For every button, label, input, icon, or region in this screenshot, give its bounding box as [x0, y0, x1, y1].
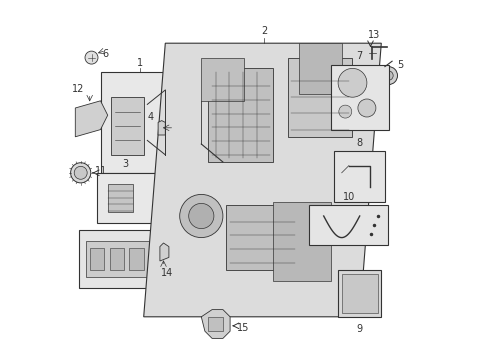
Polygon shape: [75, 101, 107, 137]
Polygon shape: [158, 121, 165, 135]
Circle shape: [379, 67, 397, 85]
Polygon shape: [201, 310, 230, 338]
Bar: [107, 184, 133, 212]
Bar: [111, 97, 143, 155]
Text: 4: 4: [147, 112, 153, 122]
Bar: [226, 205, 298, 270]
Text: 10: 10: [342, 192, 354, 202]
Text: 6: 6: [102, 49, 108, 59]
Bar: [330, 65, 387, 130]
Circle shape: [383, 71, 392, 80]
Bar: [341, 274, 377, 313]
Bar: [89, 248, 104, 270]
Text: 1: 1: [137, 58, 143, 68]
Bar: [79, 230, 158, 288]
Text: 15: 15: [237, 323, 249, 333]
Bar: [129, 248, 143, 270]
Circle shape: [337, 68, 366, 97]
Text: 2: 2: [261, 26, 267, 36]
Circle shape: [357, 99, 375, 117]
Circle shape: [85, 51, 98, 64]
Bar: [334, 151, 384, 202]
Bar: [273, 202, 330, 281]
Bar: [86, 241, 151, 277]
Bar: [101, 72, 179, 173]
Text: 13: 13: [367, 30, 380, 40]
Circle shape: [74, 166, 87, 179]
Bar: [309, 205, 387, 245]
Text: 11: 11: [95, 166, 107, 176]
Bar: [97, 173, 154, 223]
Bar: [298, 43, 341, 94]
Circle shape: [179, 194, 223, 238]
Circle shape: [338, 105, 351, 118]
Polygon shape: [143, 43, 381, 317]
Text: 5: 5: [397, 60, 403, 70]
Bar: [208, 68, 273, 162]
Bar: [287, 58, 352, 137]
Text: 14: 14: [161, 268, 173, 278]
Polygon shape: [160, 243, 168, 261]
Circle shape: [188, 203, 213, 229]
Bar: [109, 248, 123, 270]
Bar: [337, 270, 381, 317]
Text: 8: 8: [356, 138, 362, 148]
Text: 9: 9: [356, 324, 362, 334]
Text: 7: 7: [356, 51, 362, 61]
Bar: [201, 58, 244, 101]
Bar: [208, 317, 223, 331]
Text: 12: 12: [72, 84, 84, 94]
Circle shape: [70, 163, 91, 183]
Text: 3: 3: [122, 159, 128, 169]
